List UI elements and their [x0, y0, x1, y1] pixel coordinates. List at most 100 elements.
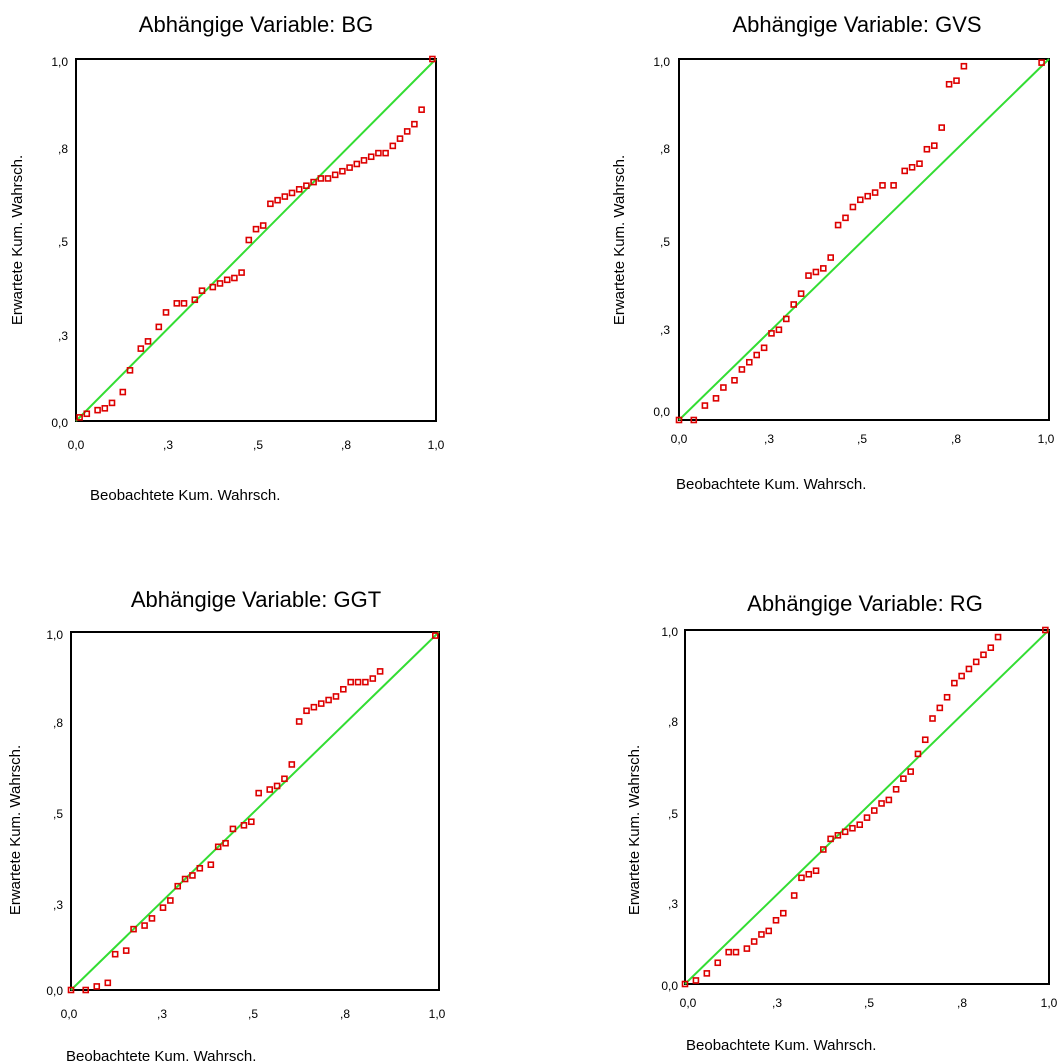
data-point [317, 700, 325, 707]
data-point [360, 157, 368, 164]
data-point [76, 414, 83, 421]
y-tick-labels: 1,0 ,8 ,5 ,3 0,0 [653, 55, 670, 419]
data-point [758, 931, 765, 938]
y-tick-label: 0,0 [661, 979, 678, 993]
x-tick-labels: 0,0 ,3 ,5 ,8 1,0 [61, 1007, 446, 1021]
data-point [382, 149, 389, 157]
data-point [879, 182, 886, 189]
y-axis-label: Erwartete Kum. Wahrsch. [7, 745, 24, 915]
data-point [805, 870, 813, 878]
data-point [347, 678, 354, 686]
data-point [753, 351, 761, 359]
data-point [231, 274, 238, 282]
data-point [901, 167, 909, 175]
data-point [775, 326, 783, 334]
data-point [119, 388, 127, 396]
data-point [189, 872, 196, 879]
y-tick-label: ,5 [58, 235, 68, 249]
y-tick-labels: 1,0 ,8 ,5 ,3 0,0 [661, 625, 678, 993]
data-point [864, 192, 872, 200]
data-point [155, 323, 163, 331]
data-point [281, 775, 288, 783]
reference-line [75, 58, 437, 422]
plot-area [675, 58, 1050, 424]
data-point [951, 679, 958, 687]
data-point [216, 280, 224, 287]
data-point [1038, 59, 1045, 66]
y-tick-label: ,8 [58, 142, 68, 156]
data-point [827, 254, 835, 261]
reference-line [678, 58, 1050, 421]
y-tick-label: ,8 [53, 716, 63, 730]
x-tick-label: 0,0 [680, 996, 697, 1010]
y-tick-label: ,5 [660, 235, 670, 249]
data-point [965, 665, 973, 673]
data-point [812, 268, 820, 276]
x-tick-label: 1,0 [428, 438, 445, 452]
data-point [346, 164, 353, 171]
plot-frame [70, 631, 440, 991]
data-point [340, 685, 347, 693]
data-point [779, 909, 787, 917]
y-tick-label: ,8 [668, 715, 678, 729]
data-point [108, 399, 116, 407]
data-point [900, 775, 907, 782]
data-point [144, 338, 152, 345]
data-point [819, 265, 827, 272]
data-point [191, 296, 199, 304]
data-point [281, 193, 289, 200]
data-point [892, 785, 900, 793]
data-point [703, 970, 711, 977]
data-point [259, 222, 267, 229]
data-point [849, 824, 856, 832]
data-point [820, 846, 827, 853]
y-tick-label: 1,0 [653, 55, 670, 69]
y-tick-label: ,5 [53, 807, 63, 821]
x-tick-labels: 0,0 ,3 ,5 ,8 1,0 [680, 996, 1058, 1010]
y-tick-label: ,5 [668, 807, 678, 821]
data-point [953, 77, 960, 84]
x-tick-labels: 0,0 ,3 ,5 ,8 1,0 [671, 432, 1055, 446]
data-point [126, 367, 134, 374]
data-point [252, 225, 260, 233]
data-point [317, 175, 325, 182]
x-axis-label: Beobachtete Kum. Wahrsch. [66, 1048, 256, 1064]
x-tick-label: ,8 [951, 432, 961, 446]
data-point [732, 948, 740, 956]
data-point [255, 789, 262, 797]
data-point [945, 80, 953, 88]
data-point [173, 300, 181, 307]
data-point [362, 678, 369, 686]
chart-ggt: Abhängige Variable: GGT Erwartete Kum. W… [7, 587, 446, 1064]
data-point [750, 938, 758, 945]
x-tick-label: 1,0 [429, 1007, 446, 1021]
data-point [248, 818, 255, 826]
plot-frame [684, 629, 1050, 985]
y-tick-label: 0,0 [46, 984, 63, 998]
data-point [812, 867, 820, 875]
data-point [725, 948, 732, 956]
chart-rg: Abhängige Variable: RG Erwartete Kum. Wa… [626, 591, 1058, 1054]
data-point [842, 214, 849, 222]
x-tick-label: ,3 [764, 432, 774, 446]
chart-title: Abhängige Variable: RG [747, 591, 983, 616]
data-point [267, 200, 274, 208]
data-point [369, 675, 377, 682]
data-point [958, 672, 965, 680]
data-point [790, 892, 798, 899]
data-point [712, 395, 720, 402]
data-point [972, 658, 980, 666]
data-point [325, 696, 332, 704]
plot-frame [75, 58, 437, 422]
x-axis-label: Beobachtete Kum. Wahrsch. [676, 476, 866, 493]
data-point [914, 750, 922, 758]
reference-line [684, 629, 1050, 985]
data-point [960, 62, 968, 70]
data-point [929, 715, 936, 722]
data-point [198, 287, 206, 294]
data-point [266, 786, 274, 793]
data-point [827, 835, 834, 843]
data-point [714, 959, 722, 967]
data-point [870, 807, 878, 814]
data-point [834, 832, 842, 839]
